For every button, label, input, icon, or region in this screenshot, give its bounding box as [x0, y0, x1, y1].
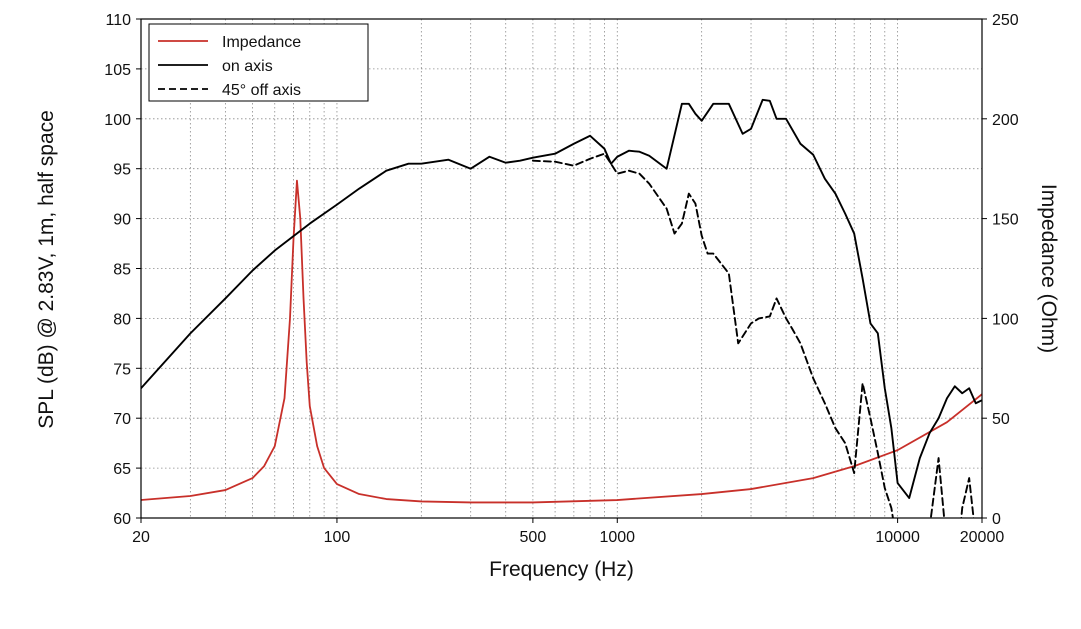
y-tick-label: 60	[113, 511, 131, 528]
x-axis-title: Frequency (Hz)	[489, 558, 634, 581]
y2-tick-label: 0	[992, 511, 1001, 528]
y-tick-label: 95	[113, 162, 131, 179]
grid	[141, 19, 982, 518]
y2-tick-label: 250	[992, 12, 1019, 29]
y-tick-label: 65	[113, 461, 131, 478]
y-tick-label: 90	[113, 212, 131, 229]
x-tick-label: 1000	[599, 529, 635, 546]
x-tick-label: 20000	[960, 529, 1005, 546]
y2-tick-label: 100	[992, 311, 1019, 328]
y-tick-label: 105	[104, 62, 131, 79]
legend-label-off-axis: 45° off axis	[222, 82, 301, 99]
impedance-curve	[141, 179, 982, 504]
x-tick-label: 500	[520, 529, 547, 546]
y2-tick-label: 150	[992, 212, 1019, 229]
on-axis-curve	[141, 98, 982, 499]
legend-label-impedance: Impedance	[222, 34, 301, 51]
tick-labels: 60 65 70 75 80 85 90 95 100 105 110 0 50 100 150 200 250…	[104, 12, 1019, 546]
plot-frame	[140, 18, 983, 519]
tick-marks	[136, 18, 987, 523]
y-tick-label: 85	[113, 262, 131, 279]
legend: Impedance on axis 45° off axis	[148, 23, 369, 102]
x-tick-label: 100	[324, 529, 351, 546]
y-tick-label: 70	[113, 411, 131, 428]
legend-label-on-axis: on axis	[222, 58, 273, 75]
y-tick-label: 100	[104, 112, 131, 129]
y-tick-label: 110	[105, 12, 131, 29]
y-tick-label: 80	[113, 311, 131, 328]
y2-tick-label: 50	[992, 411, 1010, 428]
x-tick-label: 20	[132, 529, 150, 546]
off-axis-curve	[531, 152, 975, 518]
series-layer	[141, 98, 982, 518]
y-axis-title: SPL (dB) @ 2.83V, 1m, half space	[35, 110, 58, 429]
x-tick-label: 10000	[875, 529, 920, 546]
y2-tick-label: 200	[992, 112, 1019, 129]
y2-axis-title: Impedance (Ohm)	[1037, 184, 1060, 353]
y-tick-label: 75	[113, 361, 131, 378]
